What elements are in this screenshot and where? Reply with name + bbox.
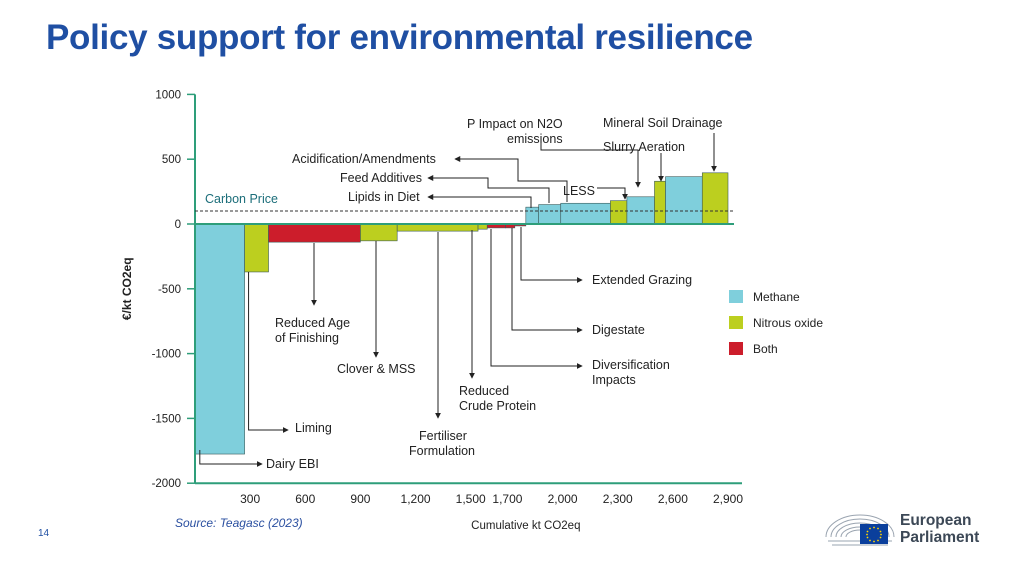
x-tick-label-9: 2,900 — [713, 492, 743, 506]
annotation-p-impact-1: P Impact on N2O — [467, 117, 563, 131]
bar-4 — [396, 223, 479, 232]
x-tick-label-7: 2,300 — [603, 492, 633, 506]
annotation-fertiliser-2: Formulation — [409, 444, 475, 458]
bar-10 — [538, 204, 562, 225]
annotation-lipids: Lipids in Diet — [348, 190, 420, 204]
carbon-price-label: Carbon Price — [205, 192, 278, 206]
y-tick-label-4: -1000 — [152, 349, 181, 361]
annotation-digestate: Digestate — [592, 323, 645, 337]
arrow-acidification — [454, 156, 568, 202]
annotation-extended-grazing: Extended Grazing — [592, 273, 692, 287]
legend-label-nitrous_oxide: Nitrous oxide — [753, 316, 823, 330]
arrow-liming — [248, 272, 289, 433]
european-parliament-wordmark: European Parliament — [900, 512, 979, 546]
bar-2 — [268, 223, 361, 243]
annotation-crude-protein-2: Crude Protein — [459, 399, 536, 413]
y-axis-label: €/kt CO2eq — [120, 257, 134, 320]
x-tick-label-0: 300 — [240, 492, 260, 506]
y-tick-label-1: 500 — [162, 154, 181, 166]
x-axis-label: Cumulative kt CO2eq — [471, 520, 580, 532]
arrow-digestate — [511, 228, 583, 333]
annotation-slurry-aeration: Slurry Aeration — [603, 140, 685, 154]
annotation-p-impact-2: emissions — [507, 132, 563, 146]
annotation-crude-protein-1: Reduced — [459, 384, 509, 398]
arrow-less — [597, 187, 628, 200]
legend-label-both: Both — [753, 342, 778, 356]
legend-swatch-methane — [729, 290, 743, 303]
annotation-feed-additives: Feed Additives — [340, 171, 422, 185]
annotation-clover-mss: Clover & MSS — [337, 362, 416, 376]
x-tick-label-6: 2,000 — [548, 492, 578, 506]
wordmark-line-1: European — [900, 512, 972, 529]
bar-1 — [244, 223, 269, 273]
annotation-diversification-1: Diversification — [592, 358, 670, 372]
wordmark-line-2: Parliament — [900, 529, 980, 546]
x-tick-label-3: 1,200 — [401, 492, 431, 506]
annotation-reduced-age-1: Reduced Age — [275, 316, 350, 330]
annotation-diversification-2: Impacts — [592, 373, 636, 387]
annotation-less: LESS — [563, 184, 595, 198]
x-tick-label-8: 2,600 — [658, 492, 688, 506]
legend-swatch-both — [729, 342, 743, 355]
arrow-dairy-ebi — [199, 450, 263, 467]
bar-15 — [665, 176, 703, 225]
bar-0 — [194, 223, 245, 455]
bar-16 — [701, 172, 729, 225]
european-parliament-logo-icon — [825, 514, 895, 546]
annotation-reduced-age-2: of Finishing — [275, 331, 339, 345]
slide-title: Policy support for environmental resilie… — [46, 18, 753, 57]
y-tick-label-0: 1000 — [155, 89, 181, 101]
y-tick-label-5: -1500 — [152, 413, 181, 425]
bar-3 — [360, 223, 398, 242]
annotation-mineral-soil: Mineral Soil Drainage — [603, 116, 723, 130]
annotation-fertiliser-1: Fertiliser — [419, 429, 467, 443]
page-number: 14 — [38, 528, 50, 539]
y-tick-label-2: 0 — [175, 219, 181, 231]
y-tick-label-3: -500 — [158, 284, 181, 296]
annotation-liming: Liming — [295, 421, 332, 435]
bar-12 — [610, 200, 628, 225]
annotation-acidification: Acidification/Amendments — [292, 152, 436, 166]
bar-13 — [626, 196, 655, 225]
source-note: Source: Teagasc (2023) — [175, 516, 303, 530]
y-tick-label-6: -2000 — [152, 478, 181, 490]
arrow-p-impact — [540, 140, 641, 188]
bar-9 — [525, 206, 539, 225]
bar-14 — [654, 180, 666, 225]
x-tick-label-1: 600 — [295, 492, 315, 506]
legend-label-methane: Methane — [753, 290, 800, 304]
bar-11 — [560, 202, 611, 225]
x-tick-label-2: 900 — [350, 492, 370, 506]
legend-swatch-nitrous_oxide — [729, 316, 743, 329]
arrow-feed-additives — [427, 175, 550, 203]
x-tick-label-5: 1,700 — [492, 492, 522, 506]
arrow-lipids — [427, 194, 532, 208]
annotation-dairy-ebi: Dairy EBI — [266, 457, 319, 471]
arrow-diversification — [490, 229, 583, 369]
x-tick-label-4: 1,500 — [456, 492, 486, 506]
arrow-extended-grazing — [520, 227, 583, 283]
